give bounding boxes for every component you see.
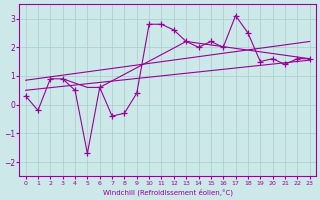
X-axis label: Windchill (Refroidissement éolien,°C): Windchill (Refroidissement éolien,°C) (103, 188, 233, 196)
